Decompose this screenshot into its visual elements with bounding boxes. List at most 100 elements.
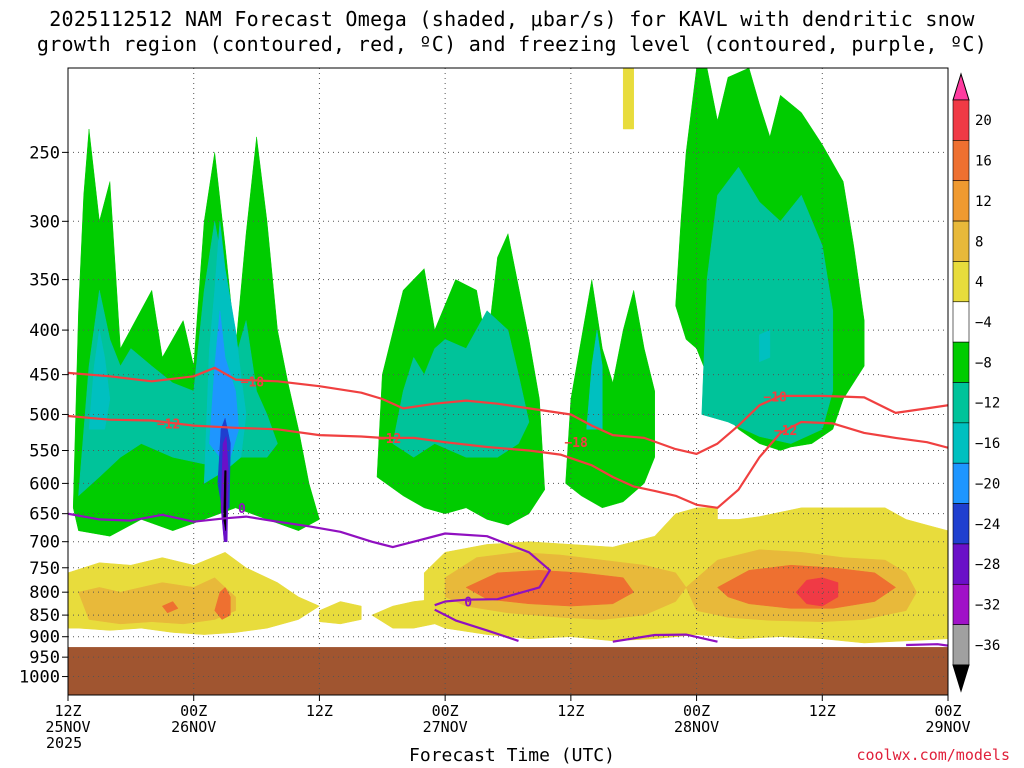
omega-region-15 bbox=[223, 470, 227, 531]
isotherm-minus18-label-2: −18 bbox=[763, 391, 787, 406]
plot-frame bbox=[67, 67, 949, 696]
omega-region-8 bbox=[88, 330, 111, 430]
y-tick-label-650: 650 bbox=[29, 505, 60, 525]
omega-region-7 bbox=[701, 166, 834, 444]
y-tick-label-950: 950 bbox=[29, 648, 60, 668]
omega-region-2 bbox=[565, 279, 655, 509]
credit-link[interactable]: coolwx.com/models bbox=[856, 746, 1010, 764]
y-tick-label-250: 250 bbox=[29, 143, 60, 163]
x-tick-label-0-2: 2025 bbox=[46, 734, 82, 752]
colorbar-label-1: 16 bbox=[975, 154, 992, 170]
freezing-level-line-2 bbox=[612, 633, 718, 643]
colorbar-top-arrow bbox=[952, 72, 970, 101]
grid-lines bbox=[68, 68, 948, 695]
colorbar-bin-8 bbox=[952, 422, 970, 464]
colorbar-bin-13 bbox=[952, 624, 970, 666]
y-tick-label-450: 450 bbox=[29, 366, 60, 386]
colorbar-label-12: −32 bbox=[975, 598, 1000, 614]
ground-shading bbox=[68, 647, 948, 695]
omega-region-24 bbox=[161, 601, 179, 614]
colorbar-label-7: −12 bbox=[975, 396, 1000, 412]
colorbar-label-3: 8 bbox=[975, 234, 983, 250]
isotherm-minus12-label-0: −12 bbox=[157, 417, 180, 432]
y-tick-label-550: 550 bbox=[29, 442, 60, 462]
colorbar-label-8: −16 bbox=[975, 436, 1000, 452]
colorbar: 20 16 12 8 4 −4 −8 −12 −16 −20 −24 −28 −32 −36 bbox=[952, 72, 1000, 693]
omega-region-0 bbox=[72, 128, 320, 537]
x-tick-label-36-0: 00Z bbox=[432, 702, 459, 720]
x-tick-label-48-0: 12Z bbox=[557, 702, 584, 720]
omega-region-4 bbox=[622, 68, 634, 130]
colorbar-bin-7 bbox=[952, 382, 970, 424]
chart-title-line-2: growth region (contoured, red, ºC) and f… bbox=[36, 32, 988, 56]
colorbar-bin-11 bbox=[952, 543, 970, 585]
y-tick-label-700: 700 bbox=[29, 533, 60, 553]
colorbar-label-5: −4 bbox=[975, 315, 992, 331]
y-tick-label-350: 350 bbox=[29, 271, 60, 291]
isotherm-minus12-line-0 bbox=[68, 414, 948, 509]
colorbar-label-13: −36 bbox=[975, 638, 1000, 654]
y-tick-label-850: 850 bbox=[29, 606, 60, 626]
omega-region-27 bbox=[795, 577, 839, 607]
colorbar-bin-0 bbox=[952, 99, 970, 141]
y-tick-label-750: 750 bbox=[29, 559, 60, 579]
colorbar-label-6: −8 bbox=[975, 355, 992, 371]
freezing-level-label-1: 0 bbox=[464, 596, 472, 611]
omega-region-20 bbox=[78, 577, 236, 625]
x-tick-label-24-0: 12Z bbox=[306, 702, 333, 720]
freezing-level-line-3 bbox=[906, 643, 948, 647]
y-tick-label-400: 400 bbox=[29, 321, 60, 341]
omega-region-17 bbox=[319, 601, 362, 625]
x-tick-label-84-1: 29NOV bbox=[925, 718, 970, 736]
freezing-level-label-0: 0 bbox=[238, 502, 246, 517]
chart-title-line-1: 2025112512 NAM Forecast Omega (shaded, μ… bbox=[49, 7, 975, 31]
colorbar-label-9: −20 bbox=[975, 476, 1000, 492]
isotherm-minus12-label-2: −12 bbox=[774, 424, 797, 439]
freezing-level-line-1 bbox=[434, 608, 519, 642]
x-tick-label-72-0: 12Z bbox=[809, 702, 836, 720]
y-axis: 2503003504004505005506006507007508008509… bbox=[19, 143, 68, 688]
freezing-level-line-0 bbox=[68, 512, 552, 607]
isotherm-minus18-line-0 bbox=[68, 366, 948, 455]
x-tick-label-0-0: 12Z bbox=[54, 702, 81, 720]
y-tick-label-900: 900 bbox=[29, 628, 60, 648]
isotherm-minus12-label-1: −12 bbox=[378, 432, 401, 447]
omega-region-23 bbox=[214, 587, 231, 620]
colorbar-label-11: −28 bbox=[975, 557, 1000, 573]
isotherm-minus18-label-1: −18 bbox=[564, 436, 588, 451]
y-tick-label-500: 500 bbox=[29, 405, 60, 425]
colorbar-bin-12 bbox=[952, 583, 970, 625]
colorbar-label-10: −24 bbox=[975, 517, 1000, 533]
omega-region-11 bbox=[759, 329, 771, 363]
ground-below-surface bbox=[68, 647, 948, 695]
y-tick-label-800: 800 bbox=[29, 583, 60, 603]
x-tick-label-12-0: 00Z bbox=[180, 702, 207, 720]
contours: −18 −18 −18 −12 −12 −12 0 0 bbox=[68, 366, 948, 647]
omega-shading bbox=[68, 68, 948, 644]
colorbar-label-2: 12 bbox=[975, 194, 992, 210]
y-tick-label-1000: 1000 bbox=[19, 668, 60, 688]
colorbar-label-4: 4 bbox=[975, 275, 983, 291]
x-tick-label-36-1: 27NOV bbox=[423, 718, 468, 736]
colorbar-bin-3 bbox=[952, 220, 970, 262]
y-tick-label-600: 600 bbox=[29, 474, 60, 494]
x-tick-label-0-1: 25NOV bbox=[45, 718, 90, 736]
colorbar-bin-9 bbox=[952, 462, 970, 504]
x-axis-label: Forecast Time (UTC) bbox=[409, 745, 615, 766]
colorbar-bottom-arrow bbox=[952, 664, 970, 693]
colorbar-label-0: 20 bbox=[975, 113, 992, 129]
y-tick-label-300: 300 bbox=[29, 212, 60, 232]
colorbar-bin-2 bbox=[952, 180, 970, 222]
colorbar-bin-10 bbox=[952, 503, 970, 545]
x-tick-label-84-0: 00Z bbox=[934, 702, 961, 720]
isotherm-minus18-label-0: −18 bbox=[241, 375, 265, 390]
x-tick-label-60-1: 28NOV bbox=[674, 718, 719, 736]
colorbar-bin-1 bbox=[952, 140, 970, 182]
colorbar-bin-6 bbox=[952, 341, 970, 383]
colorbar-bin-4 bbox=[952, 261, 970, 303]
x-tick-label-12-1: 26NOV bbox=[171, 718, 216, 736]
x-tick-label-60-0: 00Z bbox=[683, 702, 710, 720]
colorbar-bin-5 bbox=[952, 301, 970, 343]
